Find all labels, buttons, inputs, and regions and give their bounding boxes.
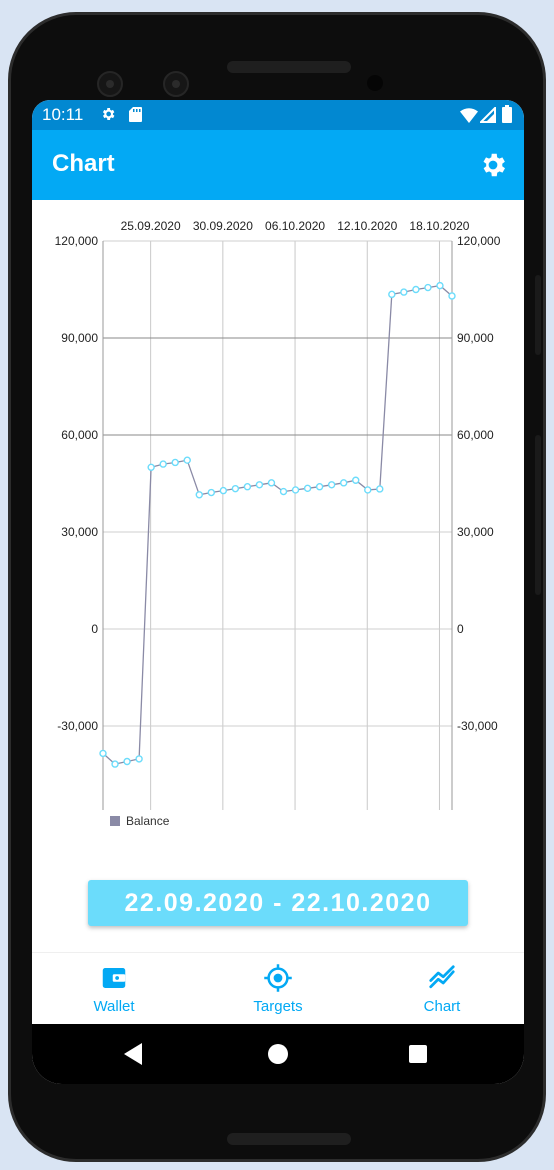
balance-line-chart: 25.09.2020 30.09.2020 06.10.2020 12.10.2020… bbox=[55, 219, 501, 810]
data-point bbox=[279, 487, 288, 496]
app-bar: Chart gear-icon bbox=[32, 130, 524, 200]
target-icon bbox=[264, 964, 292, 992]
proximity-sensor bbox=[367, 75, 383, 91]
data-point bbox=[424, 283, 432, 292]
data-point bbox=[267, 479, 276, 487]
y-axis-left-ticks: 120,000 90,000 60,000 30,000 0 -30,000 bbox=[55, 234, 99, 733]
data-point bbox=[388, 290, 396, 299]
data-point bbox=[352, 476, 360, 484]
sd-card-icon bbox=[129, 107, 142, 122]
earpiece-speaker bbox=[227, 61, 351, 73]
data-point bbox=[147, 463, 155, 472]
data-point bbox=[231, 484, 240, 493]
data-point bbox=[99, 749, 107, 758]
gear-icon bbox=[102, 108, 115, 120]
y-axis-right-ticks: 120,000 90,000 60,000 30,000 0 -30,000 bbox=[457, 234, 501, 733]
x-tick-label: 06.10.2020 bbox=[265, 219, 325, 233]
volume-button bbox=[535, 435, 541, 595]
y-tick-label-left: 60,000 bbox=[61, 428, 98, 442]
data-point bbox=[412, 285, 420, 294]
data-point bbox=[219, 486, 228, 495]
legend-label: Balance bbox=[126, 814, 170, 828]
horizontal-grid bbox=[103, 240, 452, 727]
x-tick-label: 25.09.2020 bbox=[121, 219, 181, 233]
date-range-button[interactable]: 22.09.2020 - 22.10.2020 bbox=[88, 880, 468, 926]
data-point bbox=[243, 483, 252, 491]
app-screen: 10:11 Chart gear-icon bbox=[32, 100, 524, 1084]
vertical-grid bbox=[150, 241, 440, 810]
page-title: Chart bbox=[52, 150, 115, 177]
back-icon[interactable] bbox=[124, 1043, 144, 1065]
data-point bbox=[327, 481, 336, 489]
nav-item-targets[interactable]: Targets bbox=[196, 953, 360, 1025]
x-tick-label: 12.10.2020 bbox=[337, 219, 397, 233]
chart-line-icon bbox=[429, 965, 455, 989]
data-point bbox=[159, 460, 167, 468]
wifi-icon bbox=[460, 108, 478, 123]
home-icon[interactable] bbox=[268, 1044, 288, 1064]
wallet-icon bbox=[102, 968, 126, 988]
nav-item-wallet[interactable]: Wallet bbox=[32, 953, 196, 1025]
data-point bbox=[207, 488, 216, 497]
chart-axes bbox=[102, 241, 453, 810]
data-point bbox=[183, 456, 191, 464]
recents-icon[interactable] bbox=[409, 1045, 427, 1063]
data-point bbox=[436, 281, 444, 290]
data-point bbox=[123, 757, 131, 766]
nav-label-chart: Chart bbox=[423, 998, 461, 1015]
x-tick-label: 18.10.2020 bbox=[409, 219, 469, 233]
front-camera-left bbox=[97, 71, 123, 97]
data-point bbox=[315, 483, 324, 491]
x-axis-ticks: 25.09.2020 30.09.2020 06.10.2020 12.10.2020… bbox=[121, 219, 470, 233]
nav-item-chart[interactable]: Chart bbox=[360, 953, 524, 1025]
data-point bbox=[400, 288, 408, 296]
data-point bbox=[255, 481, 264, 489]
y-tick-label-left: 30,000 bbox=[61, 525, 98, 539]
y-tick-label-left: 120,000 bbox=[55, 234, 99, 248]
balance-line bbox=[102, 284, 453, 765]
front-camera-right bbox=[163, 71, 189, 97]
chart-legend: Balance bbox=[110, 814, 169, 828]
legend-swatch bbox=[110, 816, 120, 826]
power-button bbox=[535, 275, 541, 355]
bottom-speaker bbox=[227, 1133, 351, 1145]
y-tick-label-right: 60,000 bbox=[457, 428, 494, 442]
data-point bbox=[448, 292, 456, 300]
bottom-navigation: Wallet Targets Chart bbox=[32, 952, 524, 1024]
data-point bbox=[195, 491, 203, 499]
battery-icon bbox=[502, 105, 512, 123]
y-tick-label-left: 90,000 bbox=[61, 331, 98, 345]
y-tick-label-right: -30,000 bbox=[457, 719, 498, 733]
balance-series bbox=[99, 281, 456, 768]
data-point bbox=[171, 458, 179, 467]
status-time: 10:11 bbox=[42, 105, 84, 124]
data-point bbox=[111, 760, 119, 768]
system-navigation-bar bbox=[32, 1024, 524, 1084]
x-tick-label: 30.09.2020 bbox=[193, 219, 253, 233]
data-point bbox=[135, 755, 143, 763]
y-tick-label-left: -30,000 bbox=[57, 719, 98, 733]
y-tick-label-right: 0 bbox=[457, 622, 464, 636]
status-bar: 10:11 bbox=[32, 100, 524, 130]
data-point bbox=[376, 485, 384, 493]
nav-label-wallet: Wallet bbox=[93, 998, 135, 1015]
data-point bbox=[303, 484, 312, 493]
y-tick-label-right: 90,000 bbox=[457, 331, 494, 345]
data-point bbox=[364, 486, 372, 494]
data-point bbox=[291, 486, 300, 494]
y-tick-label-left: 0 bbox=[91, 622, 98, 636]
data-point bbox=[339, 479, 348, 487]
nav-label-targets: Targets bbox=[253, 998, 303, 1015]
signal-icon bbox=[480, 107, 496, 123]
y-tick-label-right: 30,000 bbox=[457, 525, 494, 539]
settings-button[interactable]: gear-icon bbox=[478, 150, 508, 180]
y-tick-label-right: 120,000 bbox=[457, 234, 501, 248]
